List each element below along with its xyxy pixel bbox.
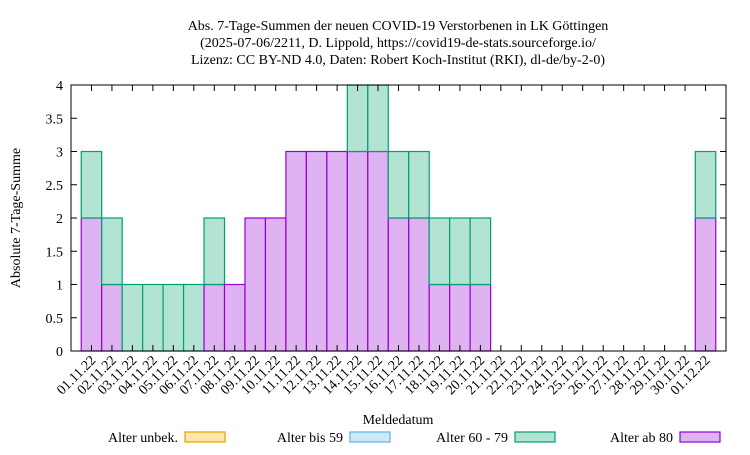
bar-segment [285,150,307,352]
legend-label: Alter 60 - 79 [436,431,508,446]
legend-label: Alter bis 59 [277,431,343,446]
y-tick-label: 0.5 [46,312,64,327]
y-tick-label: 3.5 [46,112,64,127]
y-axis-label: Absolute 7-Tage-Summe [9,148,24,288]
y-tick-label: 0 [56,345,63,360]
bar-segment [346,84,369,153]
bar-segment [346,150,369,352]
y-tick-label: 2 [56,212,63,227]
bar-segment [469,217,492,286]
bar-segment [694,217,717,352]
legend-label: Alter unbek. [108,431,178,446]
bar-segment [182,283,205,352]
legend-swatch [514,431,556,443]
legend-swatch [349,431,391,443]
legend-swatch [679,431,721,443]
bar-segment [449,283,471,352]
bar-segment [326,150,348,352]
y-tick-label: 1 [56,279,63,294]
chart-title: Abs. 7-Tage-Summen der neuen COVID-19 Ve… [188,19,609,34]
bar-segment [223,283,246,352]
bar-segment [449,217,471,286]
bar-segment [203,217,226,286]
y-tick-label: 1.5 [46,245,64,260]
legend-label: Alter ab 80 [610,431,673,446]
bar-segment [694,150,717,219]
bar-segment [387,150,410,219]
bar-segment [387,217,410,352]
bar-segment [162,283,185,352]
bar-segment [142,283,164,352]
bar-segment [203,283,226,352]
bar-segment [408,150,430,219]
y-tick-label: 4 [56,79,63,94]
y-tick-label: 2.5 [46,179,64,194]
bar-segment [367,150,389,352]
y-tick-label: 3 [56,146,63,161]
bar-segment [80,150,103,219]
bar-segment [101,283,123,352]
bar-segment [408,217,430,352]
bar-segment [428,283,451,352]
bar-segment [367,84,389,153]
bar-segment [428,217,451,286]
chart-title: Lizenz: CC BY-ND 4.0, Daten: Robert Koch… [191,53,605,68]
bar-segment [101,217,123,286]
bar-segment [80,217,103,352]
bar-segment [121,283,144,352]
x-axis-label: Meldedatum [363,413,434,428]
bar-segment [305,150,328,352]
bar-segment [264,217,287,352]
chart-title: (2025-07-06/2211, D. Lippold, https://co… [200,36,596,51]
bar-segment [244,217,267,352]
legend-swatch [184,431,226,443]
bar-segment [469,283,492,352]
